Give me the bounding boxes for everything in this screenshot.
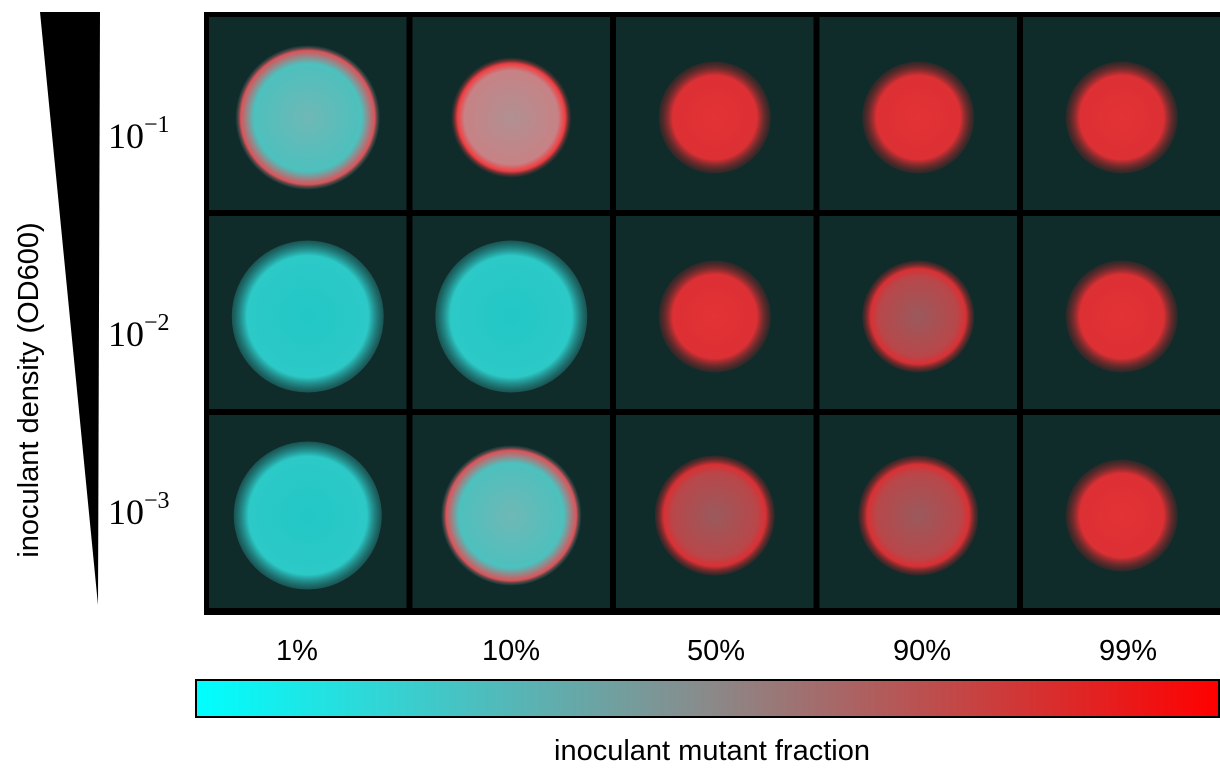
colony bbox=[236, 46, 380, 190]
colorbar bbox=[196, 680, 1219, 717]
colony bbox=[862, 62, 974, 174]
figure: inoculant density (OD600) 10−1 10−2 10−3… bbox=[0, 0, 1220, 769]
row-label-exponent: −3 bbox=[144, 488, 170, 514]
y-axis-label: inoculant density (OD600) bbox=[13, 222, 45, 557]
row-label: 10−1 bbox=[108, 112, 170, 156]
column-label: 99% bbox=[1099, 635, 1157, 667]
row-label: 10−3 bbox=[108, 488, 170, 532]
column-label: 50% bbox=[687, 635, 745, 667]
colony bbox=[655, 456, 775, 576]
colony bbox=[862, 261, 974, 373]
cells bbox=[209, 17, 1220, 608]
row-label-exponent: −1 bbox=[144, 112, 170, 138]
row-label-base: 10 bbox=[108, 116, 144, 156]
column-labels: 1% 10% 50% 90% 99% bbox=[276, 635, 1157, 667]
colony bbox=[451, 58, 571, 178]
column-label: 1% bbox=[276, 635, 318, 667]
colony bbox=[1066, 62, 1178, 174]
colony bbox=[659, 261, 771, 373]
row-label-base: 10 bbox=[108, 314, 144, 354]
colony bbox=[234, 442, 382, 590]
colony bbox=[435, 241, 587, 393]
colony bbox=[232, 241, 384, 393]
colony bbox=[659, 62, 771, 174]
row-label-base: 10 bbox=[108, 492, 144, 532]
density-wedge bbox=[40, 12, 100, 605]
colorbar-label: inoculant mutant fraction bbox=[554, 735, 870, 767]
row-labels: 10−1 10−2 10−3 bbox=[108, 112, 170, 532]
colony bbox=[858, 456, 978, 576]
colony bbox=[1066, 261, 1178, 373]
column-label: 90% bbox=[893, 635, 951, 667]
colony bbox=[441, 446, 581, 586]
row-label: 10−2 bbox=[108, 310, 170, 354]
colony bbox=[1066, 460, 1178, 572]
column-label: 10% bbox=[482, 635, 540, 667]
row-label-exponent: −2 bbox=[144, 310, 170, 336]
